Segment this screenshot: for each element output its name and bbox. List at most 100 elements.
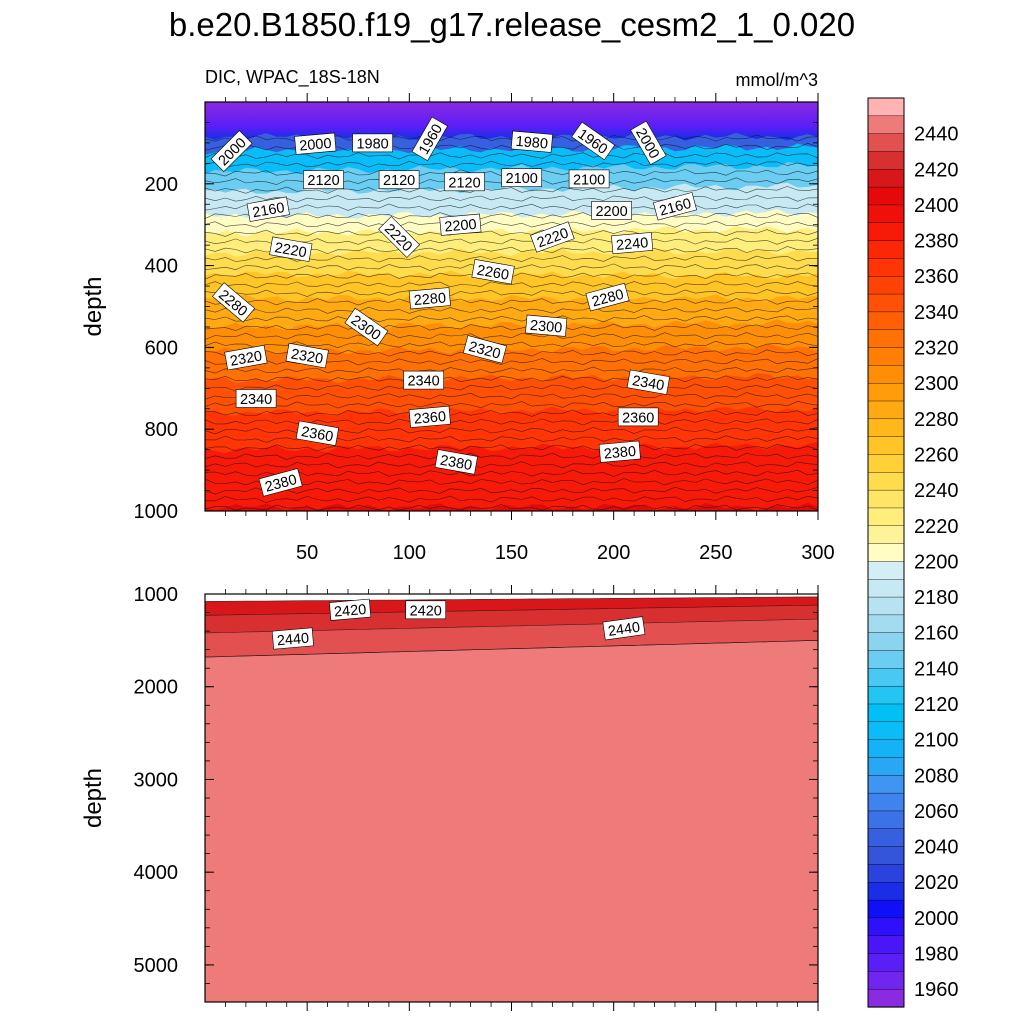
colorbar-tick-label: 2200 [914,551,959,573]
contour-line [205,604,818,616]
colorbar-swatch [867,810,905,830]
colorbar-swatch [867,739,905,759]
colorbar-tick-label: 2400 [914,195,959,217]
contour-line [205,452,818,460]
colorbar-swatch [867,579,905,598]
x-tick-label: 250 [699,542,732,564]
svg-text:2440: 2440 [607,620,641,640]
colorbar-swatch [867,436,905,456]
contour-label: 2440 [602,616,646,641]
contour-label: 2440 [271,627,314,650]
svg-text:2120: 2120 [307,173,339,189]
y-axis-label: depth [80,276,107,336]
colorbar-tick-label: 2320 [914,338,959,360]
colorbar-swatch [867,757,905,776]
colorbar-swatch [867,258,905,277]
colorbar-tick-label: 2040 [914,837,959,859]
colorbar: 2440 2420 2400 2380 2360 2340 2320 2300 2280 2260… [867,97,959,1008]
contour-line [205,186,818,194]
contour-label: 2360 [408,405,451,428]
contour-line [205,237,818,246]
colorbar-swatch [867,543,905,563]
y-tick-label: 1000 [134,501,179,523]
svg-text:2340: 2340 [407,374,439,390]
colorbar-swatch [867,882,905,901]
contour-line [205,495,818,504]
colorbar-tick-label: 2440 [914,124,959,146]
y-tick-label: 5000 [134,955,179,977]
colorbar-tick-label: 1980 [914,944,959,966]
y-tick-label: 600 [145,337,178,359]
contour-label: 2120 [444,172,485,191]
svg-text:2100: 2100 [506,171,538,187]
svg-text:2380: 2380 [603,444,637,463]
contour-line [205,478,818,486]
svg-text:2200: 2200 [444,217,478,236]
colorbar-tick-label: 2300 [914,373,959,395]
colorbar-swatch [867,240,905,260]
colorbar-swatch [867,632,905,652]
contour-line [205,297,818,306]
colorbar-swatch [867,899,905,919]
contour-line [205,203,818,211]
colorbar-swatch [867,133,905,153]
contour-label: 2360 [617,407,659,426]
contour-label: 2300 [525,314,568,337]
y-tick-label: 4000 [134,862,179,884]
contour-line [205,443,818,452]
contour-label: 2260 [471,259,515,285]
colorbar-swatch [867,971,905,990]
colorbar-swatch [867,151,905,170]
contour-label: 2280 [408,287,451,310]
colorbar-swatch [867,703,905,723]
colorbar-swatch [867,222,905,242]
svg-text:2340: 2340 [240,392,272,408]
svg-text:2440: 2440 [276,631,310,650]
colorbar-tick-label: 2280 [914,409,959,431]
contour-fill-group [205,596,818,1002]
svg-text:2340: 2340 [631,373,666,394]
x-tick-label: 50 [296,542,318,564]
contour-label: 2320 [224,344,268,371]
contour-line [205,486,818,495]
colorbar-swatch [867,97,905,117]
colorbar-tick-label: 1960 [914,979,959,1001]
colorbar-tick-label: 2220 [914,516,959,538]
colorbar-swatch [867,525,905,545]
svg-text:2320: 2320 [290,346,325,367]
svg-text:1980: 1980 [356,136,388,152]
colorbar-swatch [867,115,905,135]
y-axis-label: depth [80,768,107,828]
colorbar-tick-label: 2080 [914,765,959,787]
contour-label: 2220 [269,236,313,262]
y-tick-label: 3000 [134,769,179,791]
y-tick-label: 400 [145,256,178,278]
svg-text:2240: 2240 [615,235,649,254]
contour-label: 2380 [434,449,478,475]
colorbar-tick-label: 2160 [914,623,959,645]
lower-contour-panel: 2420 2420 2440 2440 1000 2000 3000 4000 5000 dept… [80,584,819,1011]
contour-line [205,160,818,168]
svg-text:2360: 2360 [622,410,654,426]
y-tick-label: 2000 [134,677,179,699]
contour-label: 2360 [295,420,340,446]
svg-text:2260: 2260 [476,262,511,283]
colorbar-tick-label: 2000 [914,908,959,930]
colorbar-swatch [867,792,905,812]
contour-label: 2200 [591,201,632,220]
contour-label: 1980 [510,130,553,153]
colorbar-swatch [867,721,905,741]
contour-line [205,152,818,160]
svg-text:2220: 2220 [273,240,308,261]
colorbar-tick-label: 2380 [914,231,959,253]
colorbar-swatch [867,454,905,473]
contour-line [205,383,818,392]
colorbar-swatch [867,507,905,527]
svg-text:2100: 2100 [573,172,605,188]
svg-text:2380: 2380 [439,453,474,474]
colorbar-swatch [867,935,905,955]
svg-text:2160: 2160 [251,200,286,221]
colorbar-swatch [867,846,905,866]
colorbar-swatch [867,828,905,848]
colorbar-swatch [867,988,905,1008]
